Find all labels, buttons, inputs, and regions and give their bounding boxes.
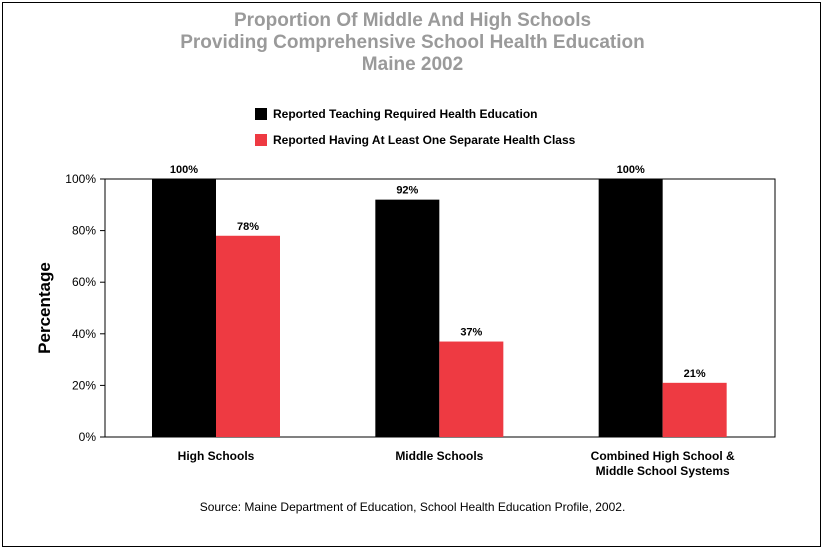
y-tick-label: 0%: [79, 430, 97, 444]
legend-swatch-series-2: [255, 134, 267, 146]
legend-swatch-series-1: [255, 108, 267, 120]
bar-value-label: 37%: [460, 327, 482, 339]
legend-label-series-2: Reported Having At Least One Separate He…: [273, 133, 576, 147]
bar-value-label: 100%: [617, 164, 645, 176]
bar-series-1: [598, 179, 663, 437]
bar-series-1: [152, 179, 216, 437]
y-tick-label: 60%: [72, 275, 96, 289]
y-tick-label: 40%: [72, 327, 96, 341]
x-category-label: Middle School Systems: [596, 464, 730, 478]
bar-value-label: 21%: [684, 368, 706, 380]
title-line-2: Providing Comprehensive School Health Ed…: [180, 32, 645, 53]
source-note: Source: Maine Department of Education, S…: [199, 500, 626, 514]
bar-series-2: [216, 235, 280, 437]
bar-value-label: 92%: [396, 185, 418, 197]
legend-label-series-1: Reported Teaching Required Health Educat…: [273, 107, 538, 121]
y-axis-label: Percentage: [35, 262, 54, 354]
legend: Reported Teaching Required Health Educat…: [255, 104, 575, 156]
y-tick-label: 20%: [72, 378, 96, 392]
bar-value-label: 78%: [237, 221, 259, 233]
y-tick-label: 100%: [65, 172, 96, 186]
legend-item-series-1: Reported Teaching Required Health Educat…: [255, 104, 575, 124]
chart-title: Proportion Of Middle And High Schools Pr…: [0, 10, 825, 76]
bar-series-1: [375, 199, 440, 437]
bar-value-label: 100%: [170, 164, 198, 176]
y-tick-label: 80%: [72, 224, 96, 238]
title-line-1: Proportion Of Middle And High Schools: [233, 10, 592, 31]
x-category-label: Combined High School &: [591, 449, 735, 463]
bar-series-2: [662, 382, 727, 437]
x-category-label: Middle Schools: [395, 449, 483, 463]
bar-series-2: [439, 341, 504, 437]
legend-item-series-2: Reported Having At Least One Separate He…: [255, 130, 575, 150]
title-line-3: Maine 2002: [361, 54, 464, 75]
x-category-label: High Schools: [178, 449, 255, 463]
